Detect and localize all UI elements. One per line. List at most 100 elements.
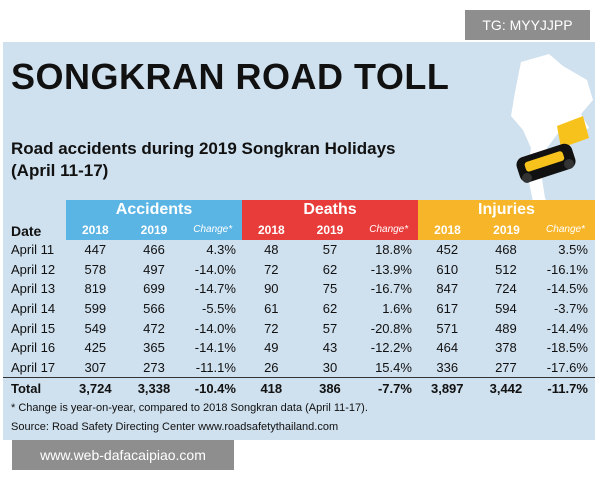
deaths-2018-header: 2018 <box>257 223 285 237</box>
table-row: April 16 425 365 -14.1% 49 43 -12.2% 464 378 -18.… <box>3 338 595 358</box>
table-row: April 15 549 472 -14.0% 72 57 -20.8% 571 489 -14.… <box>3 318 595 338</box>
value-cell: 724 <box>495 281 517 297</box>
value-cell: -16.1% <box>546 261 588 277</box>
value-cell: -14.0% <box>194 320 236 336</box>
value-cell: 425 <box>84 340 107 356</box>
accidents-title: Accidents <box>115 201 193 218</box>
total-row: Total 3,724 3,338 -10.4% 418 386 -7.7% 3,897 3,4… <box>3 377 595 399</box>
value-cell: -14.7% <box>194 281 236 297</box>
value-cell: 497 <box>143 261 165 277</box>
footnote: * Change is year-on-year, compared to 20… <box>11 402 368 414</box>
value-cell: 4.3% <box>206 242 236 258</box>
value-cell: 571 <box>436 320 459 336</box>
injuries-change-header: Change* <box>546 224 585 235</box>
value-cell: 26 <box>264 359 279 375</box>
value-cell: -10.4% <box>194 381 236 397</box>
value-cell: -14.5% <box>546 281 588 297</box>
value-cell: 277 <box>495 359 517 375</box>
value-cell: -17.6% <box>546 359 588 375</box>
value-cell: 847 <box>436 281 459 297</box>
value-cell: 549 <box>84 320 107 336</box>
value-cell: 472 <box>143 320 165 336</box>
value-cell: 30 <box>322 359 338 375</box>
value-cell: 307 <box>84 359 107 375</box>
watermark-bottom: www.web-dafacaipiao.com <box>12 440 234 470</box>
subtitle-line-2: (April 11-17) <box>11 161 109 180</box>
date-cell: April 17 <box>11 359 56 375</box>
injuries-title: Injuries <box>478 201 535 218</box>
subtitle: Road accidents during 2019 Songkran Holi… <box>11 138 396 182</box>
value-cell: 566 <box>143 301 165 317</box>
value-cell: 72 <box>264 261 279 277</box>
value-cell: 418 <box>260 381 283 397</box>
injuries-header: Injuries 2018 2019 Change* <box>418 200 595 240</box>
value-cell: 578 <box>84 261 107 277</box>
value-cell: -20.8% <box>370 320 412 336</box>
accidents-header: Accidents 2018 2019 Change* <box>66 200 242 240</box>
value-cell: 336 <box>436 359 459 375</box>
date-cell: April 11 <box>11 242 55 258</box>
value-cell: 3.5% <box>558 242 588 258</box>
value-cell: 62 <box>322 261 338 277</box>
value-cell: 452 <box>436 242 459 258</box>
value-cell: 599 <box>84 301 107 317</box>
deaths-change-header: Change* <box>369 224 409 235</box>
table-row: April 12 578 497 -14.0% 72 62 -13.9% 610 512 -16.… <box>3 260 595 280</box>
accidents-2019-header: 2019 <box>140 223 168 237</box>
value-cell: -7.7% <box>377 381 412 397</box>
value-cell: 466 <box>143 242 165 258</box>
value-cell: 819 <box>84 281 107 297</box>
value-cell: 1.6% <box>382 301 412 317</box>
value-cell: -3.7% <box>553 301 588 317</box>
value-cell: 3,897 <box>430 381 464 397</box>
value-cell: -5.5% <box>202 301 236 317</box>
value-cell: -14.0% <box>194 261 236 277</box>
date-cell: April 16 <box>11 340 56 356</box>
date-cell: April 12 <box>11 261 56 277</box>
date-cell: April 13 <box>11 281 56 297</box>
value-cell: 386 <box>319 381 341 397</box>
date-cell: April 15 <box>11 320 56 336</box>
thailand-map-icon <box>511 54 593 222</box>
value-cell: -11.1% <box>195 359 236 375</box>
value-cell: 62 <box>322 301 338 317</box>
value-cell: 3,442 <box>489 381 523 397</box>
table-row: April 13 819 699 -14.7% 90 75 -16.7% 847 724 -14.… <box>3 279 595 299</box>
value-cell: 3,724 <box>79 381 112 397</box>
value-cell: -18.5% <box>546 340 588 356</box>
value-cell: 464 <box>436 340 459 356</box>
subtitle-line-1: Road accidents during 2019 Songkran Holi… <box>11 139 396 158</box>
value-cell: 699 <box>143 281 165 297</box>
deaths-header: Deaths 2018 2019 Change* <box>242 200 418 240</box>
data-table: April 11 447 466 4.3% 48 57 18.8% 452 468 3.5% Apr… <box>3 240 595 399</box>
value-cell: 468 <box>495 242 517 258</box>
date-cell: April 14 <box>11 301 56 317</box>
table-row: April 17 307 273 -11.1% 26 30 15.4% 336 277 -17.6… <box>3 358 595 378</box>
value-cell: 447 <box>84 242 107 258</box>
value-cell: 43 <box>322 340 338 356</box>
value-cell: -16.7% <box>370 281 412 297</box>
value-cell: 512 <box>495 261 517 277</box>
deaths-title: Deaths <box>303 201 357 218</box>
value-cell: 15.4% <box>375 359 412 375</box>
value-cell: 61 <box>264 301 279 317</box>
value-cell: 18.8% <box>375 242 412 258</box>
watermark-top: TG: MYYJJPP <box>465 10 590 40</box>
date-column-header: Date <box>11 223 42 239</box>
value-cell: 72 <box>264 320 279 336</box>
value-cell: -13.9% <box>370 261 412 277</box>
accidents-change-header: Change* <box>193 224 233 235</box>
value-cell: -14.4% <box>546 320 588 336</box>
value-cell: 365 <box>143 340 165 356</box>
value-cell: -14.1% <box>194 340 236 356</box>
value-cell: 594 <box>495 301 517 317</box>
value-cell: -12.2% <box>370 340 412 356</box>
deaths-2019-header: 2019 <box>316 223 344 237</box>
value-cell: 57 <box>322 242 338 258</box>
value-cell: 75 <box>322 281 338 297</box>
table-row: April 14 599 566 -5.5% 61 62 1.6% 617 594 -3.7% <box>3 299 595 319</box>
value-cell: 489 <box>495 320 517 336</box>
page-title: SONGKRAN ROAD TOLL <box>11 56 450 97</box>
value-cell: 49 <box>264 340 279 356</box>
value-cell: 90 <box>264 281 279 297</box>
